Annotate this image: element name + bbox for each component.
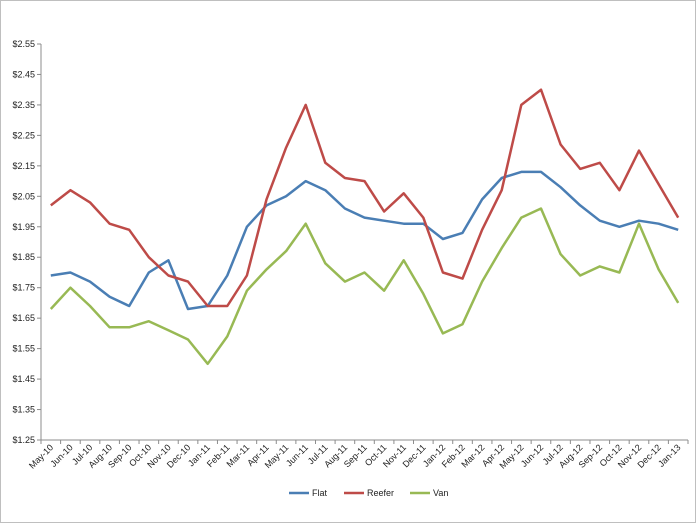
- series-line-van: [49, 207, 680, 366]
- y-tick-label: $1.65: [12, 313, 35, 323]
- x-tick-label: May-10: [27, 442, 55, 470]
- legend-label-van: Van: [433, 488, 448, 498]
- legend: Flat Reefer Van: [289, 488, 448, 498]
- y-tick-label: $1.35: [12, 405, 35, 415]
- x-tick-labels: May-10Jun-10Jul-10Aug-10Sep-10Oct-10Nov-…: [27, 442, 683, 470]
- legend-label-flat: Flat: [312, 488, 328, 498]
- axes: [37, 43, 689, 444]
- y-tick-label: $1.85: [12, 252, 35, 262]
- series-line-reefer: [50, 88, 680, 308]
- series-lines: [49, 88, 680, 366]
- y-tick-label: $2.35: [12, 100, 35, 110]
- x-tick-label: Jun-10: [48, 442, 75, 469]
- y-tick-label: $2.45: [12, 69, 35, 79]
- y-tick-label: $2.15: [12, 161, 35, 171]
- y-tick-label: $2.55: [12, 39, 35, 49]
- x-tick-label: Jan-13: [656, 442, 683, 469]
- legend-label-reefer: Reefer: [367, 488, 394, 498]
- y-tick-label: $1.75: [12, 283, 35, 293]
- y-tick-label: $2.25: [12, 130, 35, 140]
- y-tick-labels: $1.25 $1.35 $1.45 $1.55 $1.65 $1.75 $1.85 $1.95…: [12, 39, 35, 445]
- x-tick-label: Jun-11: [284, 442, 310, 468]
- y-tick-label: $1.55: [12, 344, 35, 354]
- y-tick-label: $1.45: [12, 374, 35, 384]
- y-tick-label: $1.25: [12, 435, 35, 445]
- series-line-flat: [50, 170, 679, 311]
- y-tick-label: $1.95: [12, 222, 35, 232]
- x-tick-label: Jun-12: [519, 442, 546, 469]
- y-tick-label: $2.05: [12, 191, 35, 201]
